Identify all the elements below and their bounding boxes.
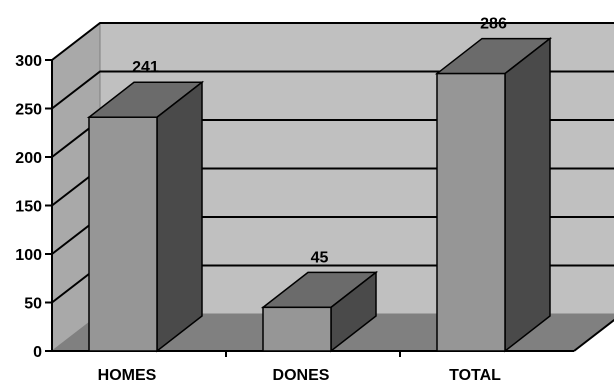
bar-homes xyxy=(86,80,205,353)
y-tick-labels: 0 50 100 150 200 250 300 xyxy=(15,53,42,361)
y-tick-label: 300 xyxy=(15,53,42,70)
y-tick-label: 0 xyxy=(33,344,42,361)
y-tick-label: 150 xyxy=(15,199,42,216)
bar-front xyxy=(436,72,506,352)
category-label: TOTAL xyxy=(449,367,501,383)
gridline xyxy=(51,22,614,61)
data-label: 45 xyxy=(311,249,329,266)
floor-edge-line xyxy=(573,318,614,352)
category-label: HOMES xyxy=(98,367,157,383)
bar-side xyxy=(504,37,551,353)
data-label: 241 xyxy=(132,59,159,76)
y-tick-label: 200 xyxy=(15,150,42,167)
y-tick-label: 50 xyxy=(24,296,42,313)
y-tick-label: 100 xyxy=(15,247,42,264)
bar-total xyxy=(434,37,553,353)
data-labels: 241 45 286 xyxy=(132,16,507,267)
category-label: DONES xyxy=(273,367,330,383)
data-label: 286 xyxy=(480,16,507,33)
bars xyxy=(86,37,553,353)
bar-front xyxy=(262,306,332,352)
category-labels: HOMES DONES TOTAL xyxy=(98,367,501,383)
y-tick-label: 250 xyxy=(15,102,42,119)
bar-side xyxy=(156,80,203,353)
bar-front xyxy=(88,116,158,352)
bar-dones xyxy=(260,270,379,353)
